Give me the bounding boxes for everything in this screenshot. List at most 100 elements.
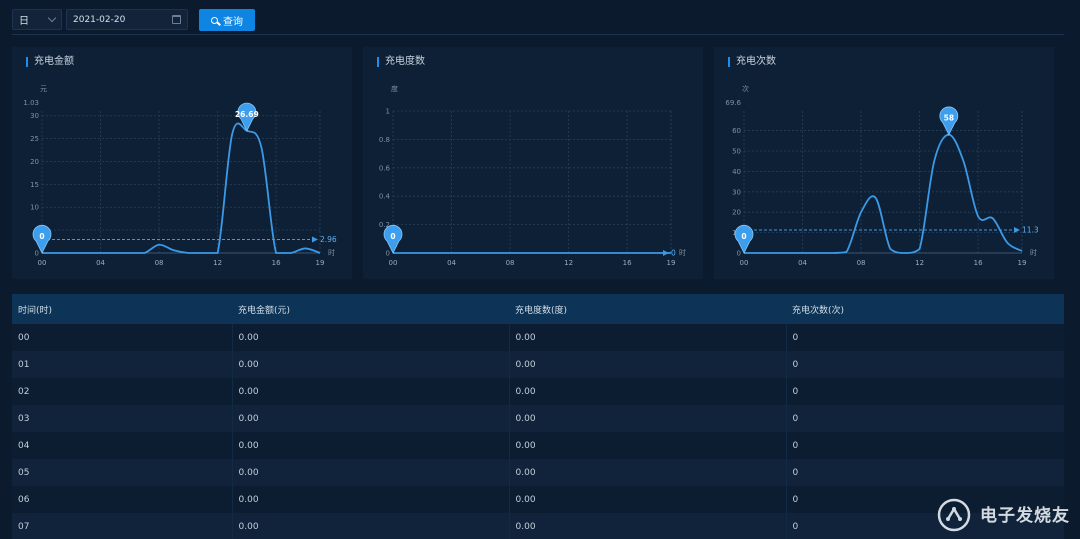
y-tick-label: 0 — [386, 250, 390, 258]
series-line — [42, 122, 321, 254]
y-tick-label: 0.8 — [379, 136, 390, 144]
cell-time: 01 — [12, 351, 233, 378]
column-header-energy[interactable]: 充电度数(度) — [509, 294, 786, 324]
max-pin: 26.69 — [235, 102, 259, 132]
min-pin: 0 — [734, 224, 754, 254]
x-tick-label: 04 — [798, 259, 807, 267]
date-value: 2021-02-20 — [73, 14, 126, 25]
y-tick-label: 30 — [30, 112, 39, 120]
cell-amount: 0.00 — [232, 324, 510, 351]
x-tick-label: 19 — [1018, 259, 1027, 267]
y-tick-label: 25 — [30, 135, 39, 143]
x-tick-label: 12 — [213, 259, 222, 267]
chevron-down-icon — [47, 13, 57, 22]
hourly-table: 时间(时) 充电金额(元) 充电度数(度) 充电次数(次) 00 0.00 0.… — [12, 294, 1064, 539]
date-picker[interactable]: 2021-02-20 — [66, 9, 188, 30]
cell-amount: 0.00 — [232, 513, 510, 539]
watermark-logo-icon — [937, 498, 971, 532]
min-pin: 0 — [32, 224, 52, 254]
max-pin-label: 58 — [944, 114, 954, 123]
min-pin-marker — [32, 224, 52, 254]
cell-amount: 0.00 — [232, 351, 510, 378]
min-pin: 0 — [383, 224, 403, 254]
chart-title-count: 充电次数 — [728, 57, 776, 67]
table-row: 01 0.00 0.00 0 — [12, 351, 1064, 378]
y-tick-label: 50 — [732, 147, 741, 155]
average-arrow — [663, 250, 669, 256]
column-header-amount[interactable]: 充电金额(元) — [232, 294, 509, 324]
cell-amount: 0.00 — [232, 405, 510, 432]
x-tick-label: 12 — [915, 259, 924, 267]
average-arrow — [312, 236, 318, 243]
x-unit-label: 时 — [1030, 248, 1037, 257]
x-tick-label: 19 — [316, 259, 325, 267]
cell-energy: 0.00 — [509, 513, 787, 539]
y-tick-label: 0 — [737, 250, 741, 258]
column-header-time[interactable]: 时间(时) — [12, 294, 232, 324]
watermark: 电子发烧友 — [934, 493, 1070, 533]
table-row: 05 0.00 0.00 0 — [12, 459, 1064, 486]
table-row: 03 0.00 0.00 0 — [12, 405, 1064, 432]
y-tick-label: 10 — [30, 204, 39, 212]
y-unit-label: 元 — [40, 85, 47, 93]
x-unit-label: 时 — [679, 248, 686, 257]
query-button-label: 查询 — [223, 16, 243, 28]
table-row: 02 0.00 0.00 0 — [12, 378, 1064, 405]
series-line — [744, 133, 1023, 254]
watermark-text: 电子发烧友 — [980, 505, 1070, 526]
y-tick-label: 0.2 — [379, 221, 390, 229]
search-icon — [211, 16, 218, 24]
cell-amount: 0.00 — [232, 432, 510, 459]
y-tick-label: 20 — [732, 209, 741, 217]
min-pin-label: 0 — [390, 232, 395, 241]
cell-time: 03 — [12, 405, 233, 432]
table-row: 00 0.00 0.00 0 — [12, 324, 1064, 351]
cell-energy: 0.00 — [509, 486, 787, 513]
min-pin-label: 0 — [39, 232, 44, 241]
cell-time: 07 — [12, 513, 233, 539]
min-pin-marker — [383, 224, 403, 254]
average-label: 2.96 — [320, 235, 337, 244]
time-unit-value: 日 — [19, 16, 29, 27]
cell-amount: 0.00 — [232, 459, 510, 486]
cell-time: 02 — [12, 378, 233, 405]
cell-time: 06 — [12, 486, 233, 513]
y-unit-label: 次 — [742, 84, 749, 93]
max-pin-label: 26.69 — [235, 110, 259, 119]
query-button[interactable]: 查询 — [199, 9, 255, 31]
y-unit-label: 度 — [391, 84, 398, 93]
y-tick-label: 30 — [732, 188, 741, 196]
cell-energy: 0.00 — [509, 432, 787, 459]
cell-count: 0 — [786, 486, 1064, 513]
x-tick-label: 04 — [447, 259, 456, 267]
x-tick-label: 19 — [667, 259, 676, 267]
chart-panel-energy: 充电度数 度 0 0.2 0.4 0.6 0.8 1 00 04 08 12 16 19 时 0 0 — [363, 47, 703, 279]
x-tick-label: 16 — [974, 259, 983, 267]
cell-time: 00 — [12, 324, 233, 351]
y-max-label: 69.6 — [725, 99, 741, 107]
x-tick-label: 08 — [155, 259, 164, 267]
column-header-count[interactable]: 充电次数(次) — [786, 294, 1064, 324]
chart-panel-count: 充电次数 次69.60102030405060000408121619时11.3… — [714, 47, 1054, 279]
y-tick-label: 0 — [35, 250, 39, 258]
max-pin-marker — [939, 106, 959, 136]
time-unit-select[interactable]: 日 — [12, 9, 62, 30]
y-tick-label: 40 — [732, 168, 741, 176]
cell-count: 0 — [786, 513, 1064, 539]
y-tick-label: 1 — [386, 108, 390, 116]
cell-count: 0 — [786, 324, 1064, 351]
calendar-icon — [172, 15, 181, 24]
cell-count: 0 — [786, 459, 1064, 486]
x-tick-label: 12 — [564, 259, 573, 267]
table-row: 07 0.00 0.00 0 — [12, 513, 1064, 539]
chart-title-energy: 充电度数 — [377, 57, 425, 67]
max-pin-marker — [237, 102, 257, 132]
cell-time: 04 — [12, 432, 233, 459]
toolbar: 日 2021-02-20 查询 — [12, 9, 255, 31]
y-tick-label: 0.6 — [379, 164, 391, 172]
chart-title-amount: 充电金额 — [26, 57, 74, 67]
average-arrow — [1014, 226, 1020, 233]
average-label: 11.3 — [1022, 225, 1039, 234]
